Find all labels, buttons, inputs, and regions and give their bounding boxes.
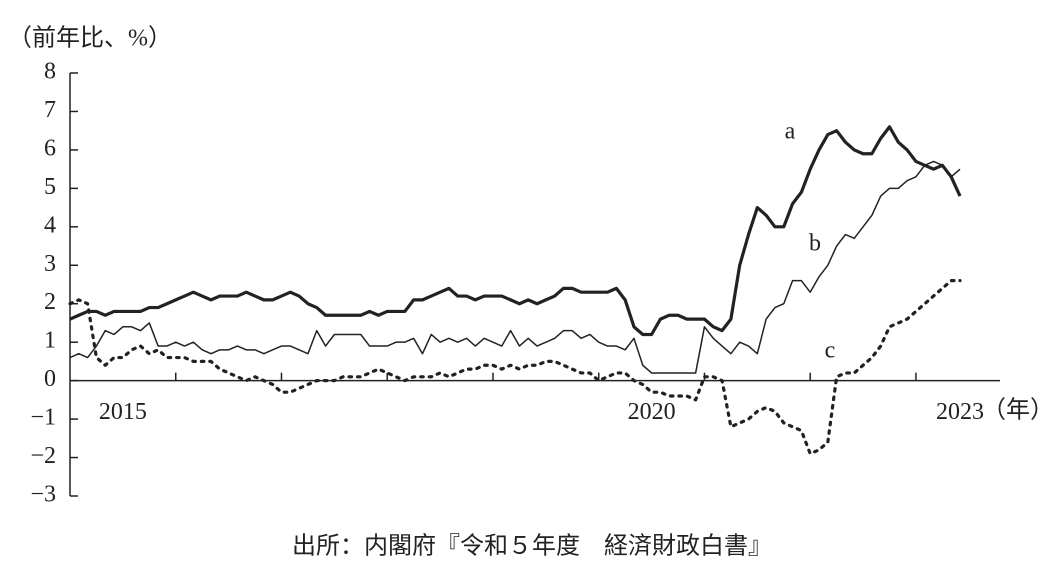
y-tick-label: 2 [44, 289, 56, 315]
x-axis-unit: （年） [982, 397, 1054, 424]
series-line [69, 160, 961, 374]
y-tick-label: 0 [44, 366, 56, 392]
x-tick-label: 2020 [628, 399, 676, 425]
series-label: b [809, 231, 821, 257]
y-tick-label: 3 [44, 251, 56, 277]
y-tick-label: 6 [44, 135, 56, 161]
y-tick-label: −1 [30, 405, 56, 431]
x-tick-label: 2015 [99, 399, 147, 425]
y-tick-label: 8 [44, 59, 56, 85]
source-note: 出所：内閣府『令和５年度 経済財政白書』 [292, 533, 772, 560]
y-tick-label: 4 [44, 212, 56, 238]
y-axis-label: （前年比、%） [8, 25, 172, 52]
y-tick-label: −2 [30, 443, 56, 469]
x-tick-label: 2023 [936, 399, 984, 425]
y-tick-label: 1 [44, 328, 56, 354]
y-tick-label: 7 [44, 97, 56, 123]
series-line [68, 279, 962, 456]
series-label: c [825, 338, 836, 364]
series-label: a [785, 119, 796, 145]
series-line [69, 125, 962, 337]
y-tick-label: −3 [30, 482, 56, 508]
y-tick-label: 5 [44, 174, 56, 200]
